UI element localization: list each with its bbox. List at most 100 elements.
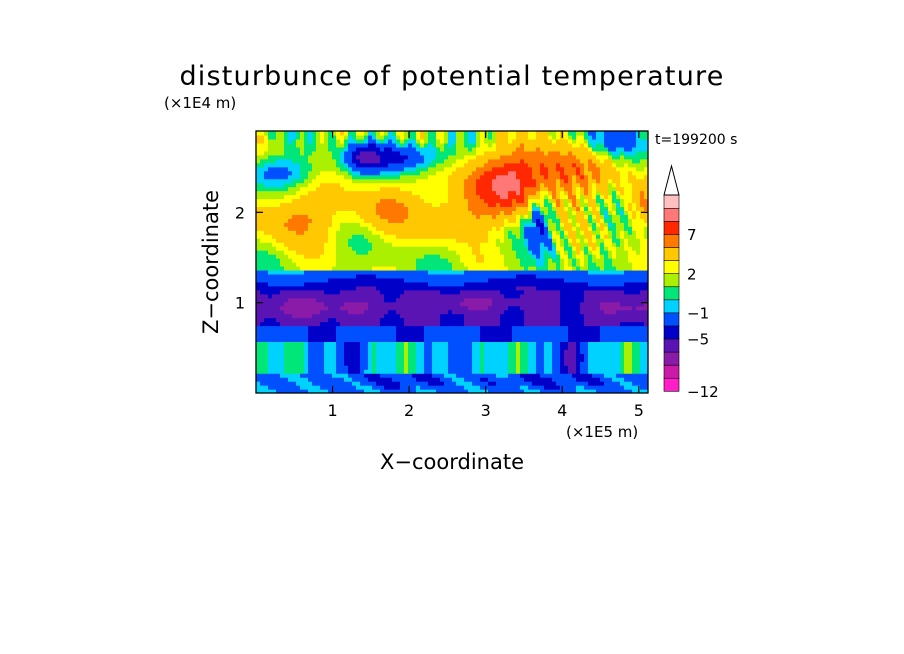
field-cell [288, 206, 293, 211]
field-cell [616, 234, 621, 239]
field-cell [552, 325, 557, 331]
field-cell [284, 373, 289, 378]
field-cell [272, 190, 277, 196]
field-cell [328, 309, 333, 315]
field-cell [612, 361, 617, 366]
field-cell [464, 226, 469, 231]
field-cell [584, 389, 589, 393]
field-cell [552, 301, 557, 307]
field-cell [452, 234, 457, 239]
field-cell [520, 198, 525, 204]
field-cell [560, 313, 565, 319]
field-cell [576, 242, 581, 247]
field-cell [568, 345, 573, 350]
field-cell [620, 269, 625, 275]
field-cell [416, 381, 421, 386]
field-cell [284, 218, 289, 223]
field-cell [592, 206, 597, 211]
field-cell [620, 365, 625, 370]
field-cell [384, 285, 389, 291]
field-cell [260, 234, 265, 239]
field-cell [272, 317, 277, 323]
field-cell [292, 285, 297, 291]
field-cell [304, 210, 309, 215]
field-cell [452, 230, 457, 235]
field-cell [272, 329, 277, 335]
field-cell [584, 258, 589, 263]
field-cell [488, 317, 493, 323]
field-cell [256, 202, 261, 208]
field-cell [356, 222, 361, 227]
field-cell [272, 313, 277, 319]
field-cell [436, 238, 441, 243]
field-cell [472, 269, 477, 275]
field-cell [336, 369, 341, 374]
field-cell [264, 273, 269, 279]
field-cell [436, 317, 441, 323]
field-cell [396, 301, 401, 307]
field-cell [516, 345, 521, 350]
field-cell [480, 293, 485, 299]
field-cell [588, 309, 593, 315]
field-cell [460, 349, 465, 354]
field-cell [384, 385, 389, 390]
field-cell [588, 218, 593, 223]
field-cell [344, 389, 349, 393]
field-cell [576, 190, 581, 196]
field-cell [440, 313, 445, 319]
field-cell [520, 289, 525, 295]
field-cell [288, 242, 293, 247]
field-cell [352, 242, 357, 247]
field-cell [576, 277, 581, 283]
field-cell [336, 190, 341, 196]
field-cell [336, 321, 341, 327]
field-cell [584, 230, 589, 235]
field-cell [312, 297, 317, 303]
field-cell [364, 262, 369, 267]
field-cell [628, 234, 633, 239]
field-cell [564, 321, 569, 327]
field-cell [348, 317, 353, 323]
field-cell [504, 337, 509, 342]
field-cell [464, 198, 469, 204]
field-cell [568, 365, 573, 370]
field-cell [396, 258, 401, 263]
field-cell [580, 269, 585, 275]
field-cell [264, 214, 269, 219]
field-cell [560, 194, 565, 200]
field-cell [644, 246, 648, 251]
field-cell [528, 277, 533, 283]
field-cell [356, 377, 361, 382]
field-cell [448, 297, 453, 303]
field-cell [304, 365, 309, 370]
field-cell [364, 226, 369, 231]
field-cell [552, 258, 557, 263]
field-cell [548, 325, 553, 331]
field-cell [552, 293, 557, 299]
field-cell [464, 218, 469, 223]
field-cell [284, 357, 289, 362]
field-cell [428, 277, 433, 283]
field-cell [532, 389, 537, 393]
field-cell [368, 313, 373, 319]
field-cell [608, 277, 613, 283]
field-cell [524, 313, 529, 319]
field-cell [472, 289, 477, 295]
field-cell [560, 293, 565, 299]
field-cell [312, 242, 317, 247]
field-cell [476, 281, 481, 287]
field-cell [292, 242, 297, 247]
field-cell [556, 246, 561, 251]
field-cell [336, 345, 341, 350]
field-cell [628, 277, 633, 283]
field-cell [640, 389, 645, 393]
field-cell [532, 361, 537, 366]
field-cell [384, 258, 389, 263]
field-cell [508, 329, 513, 335]
field-cell [336, 262, 341, 267]
field-cell [552, 198, 557, 204]
field-cell [528, 206, 533, 211]
field-cell [320, 277, 325, 283]
field-cell [640, 222, 645, 227]
field-cell [580, 365, 585, 370]
